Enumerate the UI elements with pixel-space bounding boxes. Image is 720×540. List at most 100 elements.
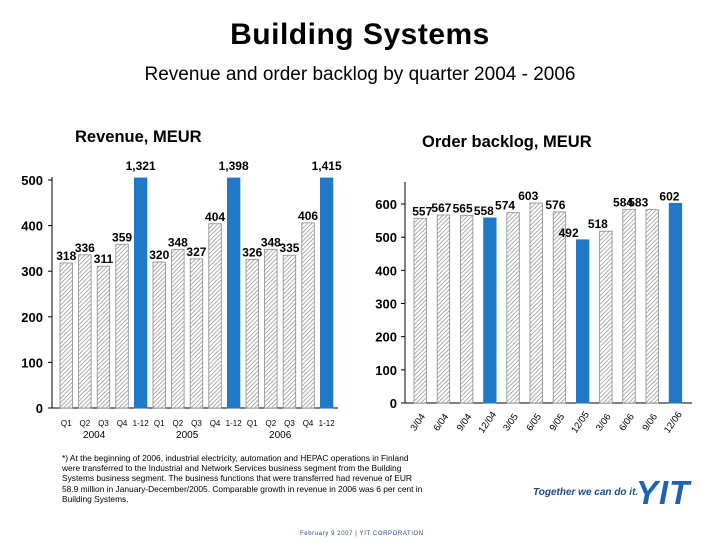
revenue-year-label: 2005: [176, 430, 199, 441]
revenue-quarter-bar: [96, 265, 111, 409]
revenue-data-label: 326: [242, 245, 262, 259]
page-subtitle: Revenue and order backlog by quarter 200…: [144, 64, 576, 85]
backlog-y-tick-label: 400: [375, 263, 397, 278]
backlog-y-tick-label: 600: [375, 197, 397, 212]
revenue-quarter-bar: [264, 248, 278, 409]
revenue-x-tick-label: Q4: [210, 419, 221, 428]
backlog-data-label: 567: [431, 201, 451, 215]
revenue-data-label: 327: [186, 245, 206, 259]
backlog-y-tick-label: 200: [375, 330, 397, 345]
backlog-x-tick-label: 3/04: [408, 412, 428, 433]
backlog-x-tick-label: 12/04: [476, 410, 499, 436]
revenue-x-tick-label: Q2: [80, 419, 91, 428]
revenue-quarter-bar: [245, 258, 259, 409]
revenue-year-label: 2004: [83, 430, 106, 441]
backlog-x-tick-label: 9/06: [640, 412, 660, 433]
revenue-data-label: 1,398: [219, 159, 249, 173]
backlog-y-tick-label: 500: [375, 230, 397, 245]
revenue-y-tick-label: 300: [21, 264, 43, 279]
revenue-y-tick-label: 400: [21, 219, 43, 234]
revenue-data-label: 1,415: [312, 159, 342, 173]
revenue-y-tick-label: 200: [21, 310, 43, 325]
backlog-x-tick-label: 9/05: [548, 412, 568, 433]
revenue-data-label: 1,321: [126, 159, 156, 173]
revenue-quarter-bar: [59, 262, 73, 409]
backlog-data-label: 558: [474, 204, 494, 218]
revenue-x-tick-label: Q2: [266, 419, 277, 428]
revenue-x-tick-label: Q3: [284, 419, 295, 428]
revenue-annual-bar: [226, 177, 241, 409]
revenue-data-label: 311: [94, 252, 114, 266]
backlog-y-tick-label: 100: [375, 363, 397, 378]
backlog-y-tick-label: 0: [390, 396, 397, 411]
backlog-x-tick-label: 6/04: [432, 412, 452, 433]
backlog-data-label: 574: [495, 199, 515, 213]
revenue-x-tick-label: Q4: [303, 419, 314, 428]
backlog-bar: [599, 230, 613, 404]
backlog-data-label: 584: [613, 195, 633, 209]
revenue-x-tick-label: Q2: [173, 419, 184, 428]
backlog-y-tick-label: 300: [375, 297, 397, 312]
backlog-bar: [413, 217, 427, 404]
revenue-data-label: 359: [112, 230, 132, 244]
revenue-x-tick-label: Q3: [98, 419, 109, 428]
revenue-data-label: 318: [56, 249, 76, 263]
revenue-annual-bar: [133, 177, 148, 409]
backlog-x-tick-label: 12/05: [569, 410, 592, 436]
revenue-chart-title: Revenue, MEUR: [75, 128, 202, 146]
revenue-x-tick-label: 1-12: [226, 419, 243, 428]
backlog-bar: [506, 212, 520, 404]
backlog-bar: [459, 215, 474, 404]
backlog-data-label: 602: [659, 189, 679, 203]
revenue-quarter-bar: [78, 254, 92, 409]
revenue-x-tick-label: Q3: [191, 419, 202, 428]
backlog-bar: [436, 214, 451, 404]
backlog-highlight-bar: [483, 217, 497, 404]
revenue-data-label: 335: [279, 241, 299, 255]
backlog-highlight-bar: [668, 202, 683, 404]
backlog-data-label: 518: [588, 217, 608, 231]
backlog-data-label: 583: [628, 196, 648, 210]
revenue-data-label: 348: [168, 235, 188, 249]
backlog-chart-title: Order backlog, MEUR: [422, 133, 592, 151]
revenue-quarter-bar: [115, 243, 129, 409]
revenue-data-label: 320: [149, 248, 169, 262]
revenue-x-tick-label: 1-12: [133, 419, 150, 428]
backlog-chart: 0 100 200 300 400 500 600 557 3/04 567 6/04 565 9/04…: [375, 182, 692, 435]
revenue-quarter-bar: [208, 223, 222, 409]
backlog-data-label: 576: [545, 198, 565, 212]
backlog-data-label: 603: [518, 189, 538, 203]
backlog-x-tick-label: 6/06: [617, 412, 637, 433]
backlog-data-label: 557: [412, 204, 432, 218]
backlog-x-tick-label: 3/05: [501, 412, 521, 433]
revenue-data-label: 406: [298, 209, 318, 223]
backlog-highlight-bar: [576, 239, 590, 404]
revenue-data-label: 348: [261, 235, 281, 249]
backlog-x-tick-label: 3/06: [594, 412, 614, 433]
revenue-x-tick-label: Q4: [117, 419, 128, 428]
revenue-quarter-bar: [171, 248, 185, 409]
revenue-y-tick-label: 100: [21, 355, 43, 370]
revenue-quarter-bar: [189, 258, 204, 409]
backlog-x-tick-label: 6/05: [524, 412, 544, 433]
revenue-annual-bar: [319, 177, 334, 409]
backlog-bar: [645, 209, 659, 404]
revenue-x-tick-label: Q1: [154, 419, 165, 428]
revenue-chart: 0 100 200 300 400 500 318 Q1 336 Q2 311 Q3 359 Q4 1,32…: [21, 159, 342, 441]
backlog-bar: [552, 211, 567, 404]
backlog-x-tick-label: 12/06: [662, 410, 685, 436]
footnote: *) At the beginning of 2006, industrial …: [62, 453, 423, 504]
revenue-quarter-bar: [301, 222, 315, 409]
revenue-quarter-bar: [152, 261, 166, 409]
revenue-x-tick-label: Q1: [61, 419, 72, 428]
backlog-data-label: 565: [453, 202, 473, 216]
footer-date: February 9 2007 | YIT CORPORATION: [300, 531, 424, 537]
backlog-data-label: 492: [559, 226, 579, 240]
revenue-data-label: 336: [75, 241, 95, 255]
yit-logo: YIT: [636, 474, 691, 511]
revenue-quarter-bar: [282, 254, 297, 409]
backlog-x-tick-label: 9/04: [455, 412, 475, 433]
revenue-x-tick-label: 1-12: [319, 419, 336, 428]
backlog-bar: [529, 202, 543, 404]
